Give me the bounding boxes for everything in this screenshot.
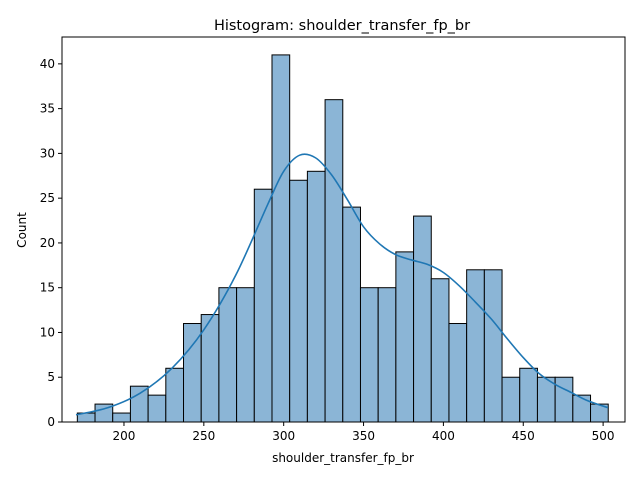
histogram-bar (483, 269, 503, 423)
histogram-bar (147, 394, 167, 423)
histogram-bar (395, 251, 415, 423)
x-tick-label: 250 (192, 429, 215, 443)
x-tick-label: 200 (113, 429, 136, 443)
kde-layer (75, 153, 609, 416)
y-tick-label: 5 (47, 370, 55, 384)
y-tick-label: 30 (40, 146, 55, 160)
x-tick-label: 300 (272, 429, 295, 443)
y-tick-label: 20 (40, 236, 55, 250)
histogram-bar (572, 394, 592, 423)
histogram-bar (448, 323, 468, 423)
histogram-bar (271, 54, 291, 423)
histogram-bar (289, 179, 308, 423)
kde-curve (75, 153, 609, 416)
histogram-bar (218, 287, 238, 423)
histogram-bar (342, 206, 361, 423)
histogram-bar (466, 269, 485, 423)
histogram-bar (413, 215, 432, 423)
histogram-bar (501, 376, 521, 423)
plot-frame (61, 36, 626, 423)
bars-layer (76, 54, 609, 423)
y-tick-label: 10 (40, 325, 55, 339)
x-axis-title: shoulder_transfer_fp_br (272, 451, 414, 465)
histogram-bar (359, 287, 379, 423)
histogram-bar (112, 412, 131, 423)
histogram-bar (236, 287, 255, 423)
histogram-bar (554, 376, 574, 423)
histogram-bar (377, 287, 397, 423)
histogram-bar (129, 385, 149, 423)
y-tick-label: 25 (40, 191, 55, 205)
x-tick-label: 450 (512, 429, 535, 443)
histogram-bar (324, 99, 344, 423)
y-tick-label: 40 (40, 57, 55, 71)
histogram-bar (253, 188, 273, 423)
x-tick-label: 500 (592, 429, 615, 443)
y-tick-label: 0 (47, 415, 55, 429)
chart-title: Histogram: shoulder_transfer_fp_br (214, 18, 470, 34)
histogram-bar (519, 367, 538, 423)
y-tick-label: 35 (40, 102, 55, 116)
x-tick-label: 400 (432, 429, 455, 443)
axes-layer: 200 250 300 350 400 450 500 0 5 10 15 20 25 30 35 40 (40, 36, 626, 443)
y-axis-title: Count (15, 212, 29, 248)
histogram-bar (165, 367, 185, 423)
x-tick-label: 350 (352, 429, 375, 443)
histogram-bar (430, 278, 450, 423)
histogram-bar (536, 376, 556, 423)
histogram-bar (306, 170, 326, 423)
y-tick-label: 15 (40, 281, 55, 295)
